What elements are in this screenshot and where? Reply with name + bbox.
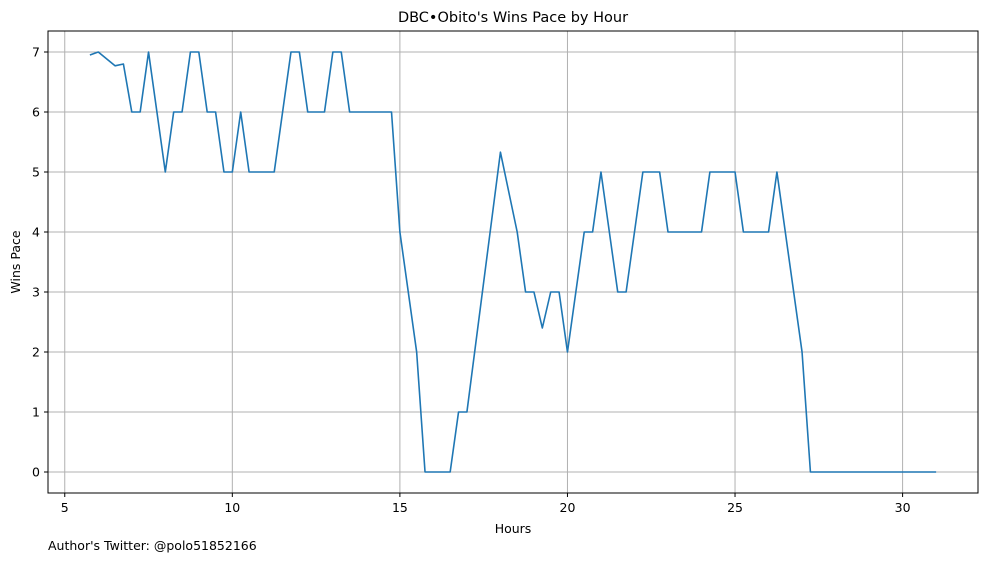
x-tick-label: 10 — [224, 500, 240, 515]
y-tick-label: 0 — [32, 465, 40, 480]
y-tick-label: 3 — [32, 285, 40, 300]
y-tick-label: 4 — [32, 225, 40, 240]
y-tick-label: 6 — [32, 105, 40, 120]
author-credit: Author's Twitter: @polo51852166 — [48, 538, 257, 553]
x-axis-label: Hours — [495, 521, 532, 536]
wins-pace-line — [89, 51, 937, 473]
x-tick-label: 25 — [727, 500, 743, 515]
y-tick-label: 5 — [32, 165, 40, 180]
x-tick-label: 30 — [895, 500, 911, 515]
y-tick-label: 2 — [32, 345, 40, 360]
x-tick-label: 20 — [560, 500, 576, 515]
y-axis-ticks: 0 1 2 3 4 5 6 7 — [32, 45, 48, 480]
x-tick-label: 15 — [392, 500, 408, 515]
grid-lines — [48, 31, 978, 493]
x-tick-label: 5 — [61, 500, 69, 515]
x-axis-ticks: 5 10 15 20 25 30 — [61, 493, 911, 515]
y-tick-label: 7 — [32, 45, 40, 60]
plot-frame — [47, 30, 979, 494]
chart-title: DBC•Obito's Wins Pace by Hour — [398, 10, 628, 26]
y-tick-label: 1 — [32, 405, 40, 420]
y-axis-label: Wins Pace — [8, 230, 23, 293]
